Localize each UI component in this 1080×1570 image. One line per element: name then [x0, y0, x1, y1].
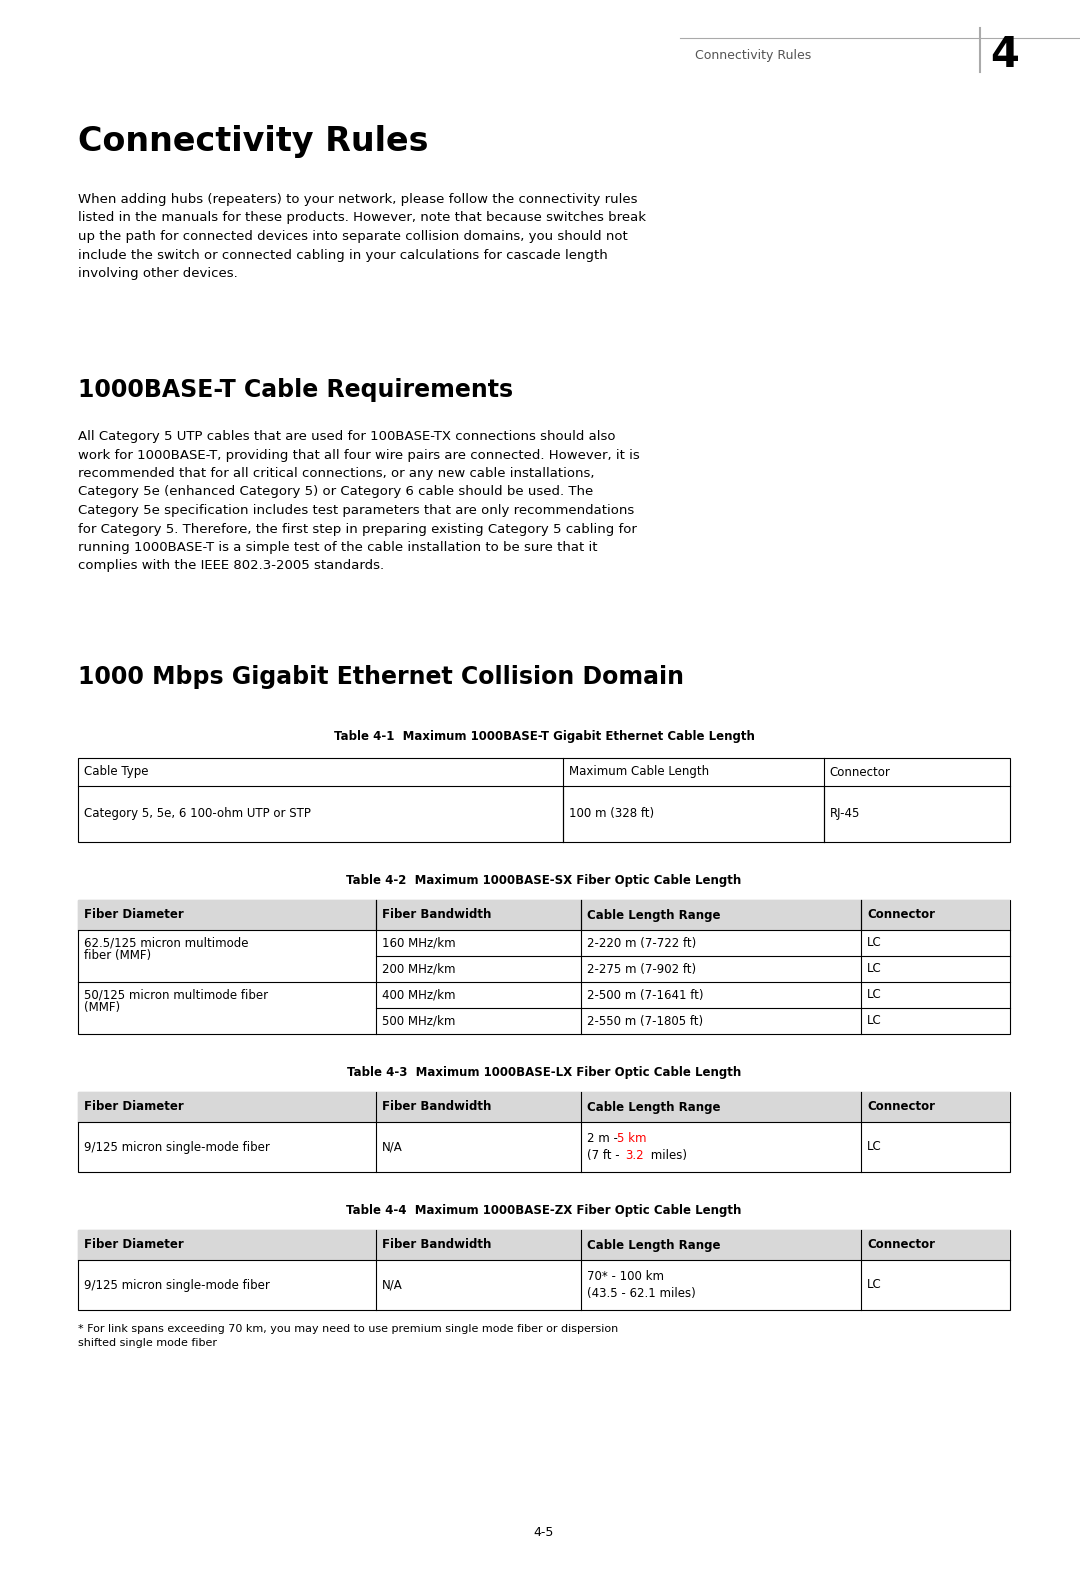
Text: 3.2: 3.2 [625, 1149, 644, 1162]
Text: Fiber Diameter: Fiber Diameter [84, 909, 184, 922]
Text: 2 m -: 2 m - [588, 1132, 622, 1145]
Text: Table 4-4  Maximum 1000BASE-ZX Fiber Optic Cable Length: Table 4-4 Maximum 1000BASE-ZX Fiber Opti… [347, 1204, 742, 1217]
Text: Fiber Bandwidth: Fiber Bandwidth [382, 1239, 491, 1251]
Text: Category 5, 5e, 6 100-ohm UTP or STP: Category 5, 5e, 6 100-ohm UTP or STP [84, 807, 311, 821]
Text: Fiber Bandwidth: Fiber Bandwidth [382, 909, 491, 922]
Text: 160 MHz/km: 160 MHz/km [382, 936, 456, 950]
Bar [78, 1229, 1010, 1309]
Text: LC: LC [867, 989, 881, 1002]
Text: N/A: N/A [382, 1140, 403, 1154]
Bar [78, 1093, 1010, 1123]
Text: 9/125 micron single-mode fiber: 9/125 micron single-mode fiber [84, 1140, 270, 1154]
Text: Connectivity Rules: Connectivity Rules [696, 49, 811, 61]
Text: 9/125 micron single-mode fiber: 9/125 micron single-mode fiber [84, 1278, 270, 1292]
Text: Connector: Connector [867, 1239, 935, 1251]
Text: 62.5/125 micron multimode: 62.5/125 micron multimode [84, 936, 248, 948]
Text: 2-220 m (7-722 ft): 2-220 m (7-722 ft) [588, 936, 697, 950]
Text: (7 ft -: (7 ft - [588, 1149, 623, 1162]
Text: Cable Type: Cable Type [84, 766, 149, 779]
Bar [78, 900, 1010, 1035]
Bar [78, 1093, 1010, 1171]
Text: RJ-45: RJ-45 [829, 807, 860, 821]
Text: 1000 Mbps Gigabit Ethernet Collision Domain: 1000 Mbps Gigabit Ethernet Collision Dom… [78, 666, 684, 689]
Text: Maximum Cable Length: Maximum Cable Length [569, 766, 708, 779]
Text: Table 4-2  Maximum 1000BASE-SX Fiber Optic Cable Length: Table 4-2 Maximum 1000BASE-SX Fiber Opti… [347, 874, 742, 887]
Text: N/A: N/A [382, 1278, 403, 1292]
Text: (MMF): (MMF) [84, 1002, 120, 1014]
Text: 2-500 m (7-1641 ft): 2-500 m (7-1641 ft) [588, 989, 704, 1002]
Text: Table 4-1  Maximum 1000BASE-T Gigabit Ethernet Cable Length: Table 4-1 Maximum 1000BASE-T Gigabit Eth… [334, 730, 755, 743]
Text: (43.5 - 62.1 miles): (43.5 - 62.1 miles) [588, 1287, 696, 1300]
Text: LC: LC [867, 962, 881, 975]
Text: miles): miles) [647, 1149, 687, 1162]
Text: LC: LC [867, 1278, 881, 1292]
Text: 4-5: 4-5 [534, 1526, 554, 1539]
Text: Fiber Bandwidth: Fiber Bandwidth [382, 1101, 491, 1113]
Text: 4: 4 [990, 35, 1018, 75]
Text: 50/125 micron multimode fiber: 50/125 micron multimode fiber [84, 988, 268, 1002]
Text: Table 4-3  Maximum 1000BASE-LX Fiber Optic Cable Length: Table 4-3 Maximum 1000BASE-LX Fiber Opti… [347, 1066, 741, 1079]
Text: LC: LC [867, 1140, 881, 1154]
Text: Cable Length Range: Cable Length Range [588, 1239, 720, 1251]
Bar [78, 1229, 1010, 1261]
Text: 400 MHz/km: 400 MHz/km [382, 989, 456, 1002]
Text: Connector: Connector [829, 766, 891, 779]
Text: All Category 5 UTP cables that are used for 100BASE-TX connections should also
w: All Category 5 UTP cables that are used … [78, 430, 639, 573]
Text: 5 km: 5 km [618, 1132, 647, 1145]
Text: 100 m (328 ft): 100 m (328 ft) [569, 807, 653, 821]
Text: LC: LC [867, 936, 881, 950]
Text: Connectivity Rules: Connectivity Rules [78, 126, 429, 159]
Text: Cable Length Range: Cable Length Range [588, 909, 720, 922]
Text: Fiber Diameter: Fiber Diameter [84, 1239, 184, 1251]
Text: LC: LC [867, 1014, 881, 1027]
Text: Fiber Diameter: Fiber Diameter [84, 1101, 184, 1113]
Text: 1000BASE-T Cable Requirements: 1000BASE-T Cable Requirements [78, 378, 513, 402]
Text: 2-275 m (7-902 ft): 2-275 m (7-902 ft) [588, 962, 697, 975]
Text: Cable Length Range: Cable Length Range [588, 1101, 720, 1113]
Text: 500 MHz/km: 500 MHz/km [382, 1014, 456, 1027]
Text: When adding hubs (repeaters) to your network, please follow the connectivity rul: When adding hubs (repeaters) to your net… [78, 193, 646, 279]
Text: * For link spans exceeding 70 km, you may need to use premium single mode fiber : * For link spans exceeding 70 km, you ma… [78, 1324, 618, 1349]
Text: 2-550 m (7-1805 ft): 2-550 m (7-1805 ft) [588, 1014, 703, 1027]
Text: Connector: Connector [867, 1101, 935, 1113]
Bar [78, 758, 1010, 842]
Text: fiber (MMF): fiber (MMF) [84, 948, 151, 962]
Text: 70* - 100 km: 70* - 100 km [588, 1270, 664, 1283]
Bar [78, 900, 1010, 929]
Text: 200 MHz/km: 200 MHz/km [382, 962, 456, 975]
Text: Connector: Connector [867, 909, 935, 922]
